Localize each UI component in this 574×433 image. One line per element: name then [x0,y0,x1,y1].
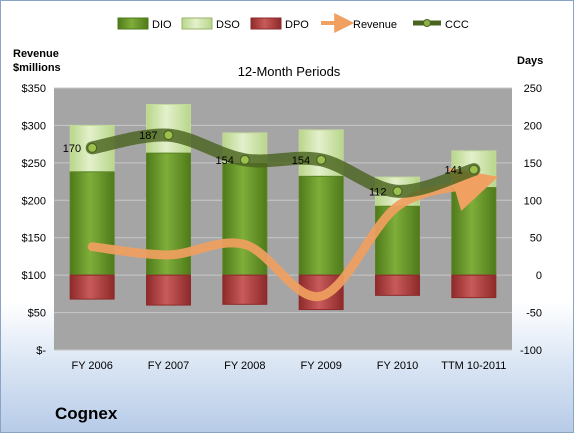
legend-swatch-dso [181,17,213,30]
left-axis-title-line2: $millions [13,62,61,74]
legend-item-dpo: DPO [250,17,309,31]
chart-title: 12-Month Periods [238,64,341,79]
ccc-data-label: 154 [215,155,233,167]
left-tick-label: $250 [22,158,46,170]
right-tick-label: 100 [524,195,542,207]
right-tick-label: 0 [536,270,542,282]
bar-dpo [146,274,191,306]
legend: DIO DSO DPO Revenue CCC [117,13,469,33]
left-tick-label: $100 [22,270,46,282]
ccc-data-label: 141 [444,165,462,177]
bar-dpo [69,274,115,300]
left-tick-label: $300 [22,120,46,132]
left-tick-label: $350 [22,83,46,95]
bar-dio [298,175,344,276]
legend-swatch-dio [117,17,149,30]
ccc-point [392,186,403,197]
ccc-data-label: 187 [139,130,157,142]
category-label: FY 2008 [224,360,265,372]
category-label: FY 2010 [377,360,418,372]
left-axis-title-line1: Revenue [13,48,59,60]
left-tick-label: $- [36,345,46,357]
plot-area [54,88,512,350]
legend-label-revenue: Revenue [353,19,397,31]
right-tick-label: 150 [524,158,542,170]
category-labels: FY 2006 FY 2007 FY 2008 FY 2009 FY 2010 TTM 1… [71,360,506,372]
ccc-data-label: 112 [369,186,387,198]
legend-item-ccc: CCC [413,19,469,31]
company-name: Cognex [55,404,118,423]
legend-label-dpo: DPO [285,19,309,31]
category-label: FY 2006 [71,360,112,372]
legend-item-revenue: Revenue [321,13,397,33]
ccc-point [163,130,174,141]
left-tick-label: $50 [28,308,46,320]
bar-dio [451,187,497,276]
left-axis-ticks: $- $50 $100 $150 $200 $250 $300 $350 [22,83,47,357]
legend-item-dio: DIO [117,17,172,31]
legend-label-dso: DSO [216,19,240,31]
revenue-series [87,167,499,301]
bar-dio [69,171,115,276]
revenue-line [87,167,499,301]
left-tick-label: $200 [22,195,46,207]
ccc-point [87,142,98,153]
legend-swatch-dpo [250,17,282,30]
right-axis-ticks: -100 -50 0 50 100 150 200 250 [520,83,542,357]
category-label: FY 2007 [148,360,189,372]
ccc-point [316,154,327,165]
right-tick-label: 50 [530,233,542,245]
ccc-point [468,164,479,175]
legend-label-dio: DIO [152,19,172,31]
legend-label-ccc: CCC [445,19,469,31]
category-label: FY 2009 [300,360,341,372]
left-tick-label: $150 [22,233,46,245]
ccc-point [239,154,250,165]
bar-dpo [222,274,268,305]
category-label: TTM 10-2011 [441,360,506,372]
right-tick-label: -50 [526,308,542,320]
legend-item-dso: DSO [181,17,240,31]
right-tick-label: 250 [524,83,542,95]
ccc-series: 170 187 154 154 112 141 [63,128,481,198]
bar-dpo [375,274,420,296]
legend-marker-ccc [423,19,431,27]
ccc-data-label: 154 [292,155,310,167]
right-tick-label: -100 [520,345,542,357]
right-tick-label: 200 [524,120,542,132]
right-axis-title: Days [517,55,543,67]
bar-dpo [451,274,497,299]
ccc-data-label: 170 [63,143,81,155]
